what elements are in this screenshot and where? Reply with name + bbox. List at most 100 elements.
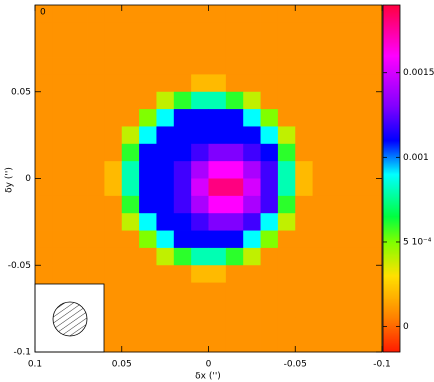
heatmap-cell bbox=[347, 22, 365, 40]
heatmap-cell bbox=[122, 317, 140, 335]
heatmap-cell bbox=[52, 196, 70, 214]
heatmap-cell bbox=[330, 57, 348, 75]
heatmap-cell bbox=[261, 283, 279, 301]
heatmap-cell bbox=[209, 40, 227, 58]
heatmap-cell bbox=[313, 144, 331, 162]
heatmap-cell bbox=[261, 74, 279, 92]
heatmap-cell bbox=[313, 300, 331, 318]
heatmap-cell bbox=[70, 144, 88, 162]
heatmap-cell bbox=[156, 22, 174, 40]
heatmap-cell bbox=[209, 144, 227, 162]
heatmap-cell bbox=[104, 22, 122, 40]
heatmap-cell bbox=[226, 335, 244, 353]
heatmap-cell bbox=[35, 179, 53, 197]
heatmap-cell bbox=[261, 300, 279, 318]
heatmap-cell bbox=[104, 57, 122, 75]
heatmap-cell bbox=[174, 144, 192, 162]
heatmap-cell bbox=[347, 40, 365, 58]
heatmap-cell bbox=[295, 300, 313, 318]
heatmap-cell bbox=[174, 179, 192, 197]
heatmap-cell bbox=[209, 126, 227, 144]
heatmap-cell bbox=[243, 109, 261, 127]
heatmap-cell bbox=[261, 335, 279, 353]
heatmap-cell bbox=[278, 300, 296, 318]
x-tick-label: 0 bbox=[206, 360, 212, 370]
heatmap-cell bbox=[139, 161, 157, 179]
heatmap-cell bbox=[330, 317, 348, 335]
heatmap-cell bbox=[278, 317, 296, 335]
heatmap-cell bbox=[35, 22, 53, 40]
heatmap-cell bbox=[191, 109, 209, 127]
heatmap-cell bbox=[35, 231, 53, 249]
heatmap-cell bbox=[261, 57, 279, 75]
heatmap-cell bbox=[87, 57, 105, 75]
colorbar-tick-label: 5 10⁻⁴ bbox=[403, 237, 432, 247]
heatmap-cell bbox=[104, 126, 122, 144]
heatmap-cell bbox=[261, 5, 279, 23]
heatmap-cell bbox=[122, 283, 140, 301]
heatmap-cell bbox=[70, 74, 88, 92]
heatmap-cell bbox=[330, 74, 348, 92]
heatmap-cell bbox=[52, 126, 70, 144]
heatmap-cell bbox=[156, 179, 174, 197]
y-tick-label: 0.05 bbox=[11, 87, 31, 97]
heatmap-cell bbox=[156, 57, 174, 75]
heatmap-cell bbox=[122, 213, 140, 231]
heatmap-cell bbox=[104, 196, 122, 214]
heatmap-cell bbox=[278, 74, 296, 92]
heatmap-cell bbox=[139, 92, 157, 110]
heatmap-cell bbox=[209, 179, 227, 197]
heatmap-cell bbox=[295, 92, 313, 110]
heatmap-cell bbox=[278, 248, 296, 266]
heatmap-cell bbox=[122, 161, 140, 179]
heatmap-cell bbox=[104, 317, 122, 335]
heatmap-cell bbox=[191, 196, 209, 214]
heatmap-cell bbox=[191, 126, 209, 144]
heatmap-cell bbox=[122, 57, 140, 75]
heatmap-cell bbox=[35, 74, 53, 92]
heatmap-cell bbox=[104, 74, 122, 92]
heatmap-cell bbox=[295, 22, 313, 40]
heatmap-cell bbox=[330, 213, 348, 231]
heatmap-cell bbox=[209, 196, 227, 214]
heatmap-cell bbox=[156, 144, 174, 162]
heatmap-cell bbox=[347, 248, 365, 266]
colorbar-tick-label: 0 bbox=[403, 322, 409, 332]
heatmap-cell bbox=[226, 213, 244, 231]
heatmap-cell bbox=[261, 179, 279, 197]
heatmap-cell bbox=[139, 335, 157, 353]
colorbar-tick-label: 0.001 bbox=[403, 153, 429, 163]
heatmap-cell bbox=[35, 126, 53, 144]
x-tick-label: 0.05 bbox=[112, 360, 132, 370]
heatmap-cell bbox=[87, 74, 105, 92]
heatmap-cell bbox=[174, 126, 192, 144]
heatmap-cell bbox=[209, 300, 227, 318]
heatmap-cell bbox=[243, 248, 261, 266]
heatmap-cell bbox=[87, 248, 105, 266]
heatmap-cell bbox=[35, 196, 53, 214]
heatmap-cell bbox=[243, 283, 261, 301]
heatmap-cell bbox=[347, 196, 365, 214]
heatmap-cell bbox=[35, 213, 53, 231]
heatmap-cell bbox=[156, 335, 174, 353]
heatmap-cell bbox=[122, 144, 140, 162]
heatmap-cell bbox=[139, 179, 157, 197]
heatmap-cell bbox=[156, 161, 174, 179]
heatmap-cell bbox=[174, 317, 192, 335]
heatmap-cell bbox=[104, 92, 122, 110]
heatmap-cell bbox=[330, 126, 348, 144]
heatmap-cell bbox=[278, 265, 296, 283]
heatmap-cell bbox=[261, 40, 279, 58]
heatmap-cell bbox=[330, 265, 348, 283]
heatmap-cell bbox=[174, 335, 192, 353]
heatmap-cell bbox=[347, 126, 365, 144]
heatmap-cell bbox=[226, 109, 244, 127]
heatmap-cell bbox=[278, 57, 296, 75]
heatmap-cell bbox=[191, 5, 209, 23]
heatmap-cell bbox=[347, 213, 365, 231]
heatmap-cell bbox=[52, 57, 70, 75]
heatmap-cell bbox=[347, 74, 365, 92]
heatmap-cell bbox=[122, 196, 140, 214]
heatmap-cell bbox=[295, 126, 313, 144]
heatmap-cell bbox=[261, 248, 279, 266]
